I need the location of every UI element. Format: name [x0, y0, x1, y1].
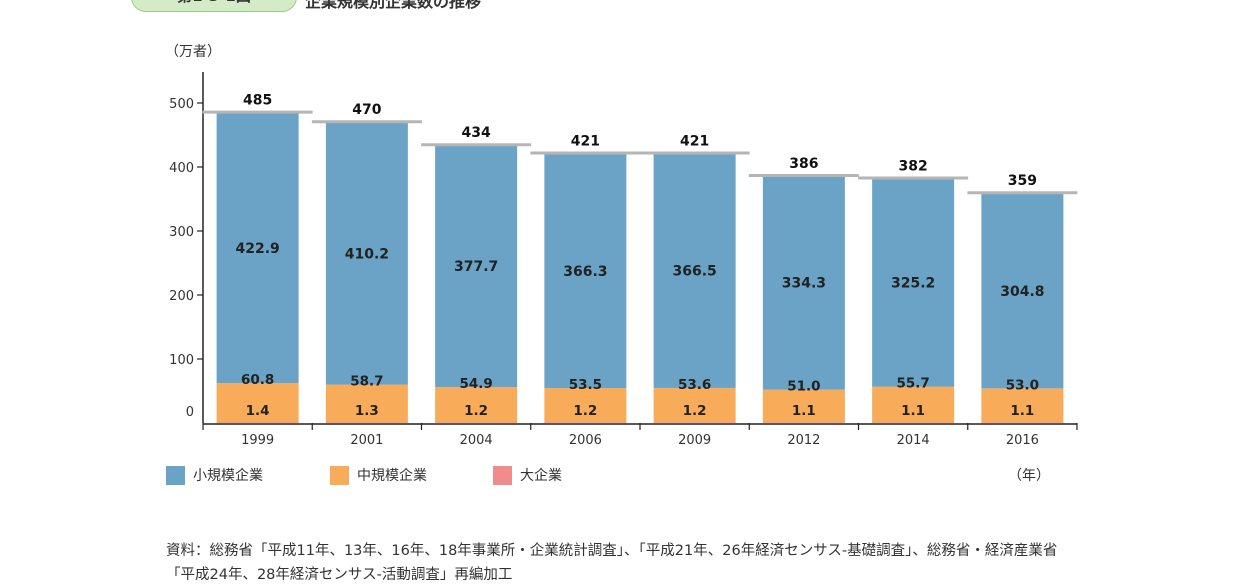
data-label-large: 1.3 [355, 403, 379, 419]
total-label: 470 [352, 102, 381, 118]
x-tick-label: 2009 [678, 433, 711, 448]
y-tick-label: 200 [169, 289, 194, 304]
y-axis-unit: （万者） [165, 44, 221, 60]
bar-segment-small [435, 145, 518, 388]
x-tick-label: 1999 [241, 433, 274, 448]
bar-segment-medium [872, 386, 955, 423]
bar-segment-medium [981, 388, 1064, 423]
data-label-small: 334.3 [782, 276, 826, 292]
data-label-small: 325.2 [891, 276, 935, 292]
bar-segment-small [872, 178, 955, 387]
data-label-small: 377.7 [454, 259, 498, 275]
bar-segment-large [544, 422, 627, 423]
x-tick-label: 2006 [569, 433, 602, 448]
x-tick-label: 2014 [897, 433, 930, 448]
y-tick-label: 100 [169, 353, 194, 368]
y-tick-label: 500 [169, 97, 194, 112]
data-label-small: 304.8 [1000, 284, 1044, 300]
data-label-large: 1.1 [1010, 403, 1034, 419]
bar-segment-medium [325, 384, 408, 423]
data-label-large: 1.4 [246, 403, 270, 419]
legend-item-large: 大企業 [493, 465, 562, 485]
bar-segment-large [325, 422, 408, 423]
data-label-medium: 53.5 [569, 377, 602, 393]
data-label-medium: 55.7 [896, 376, 929, 392]
bar-segment-large [653, 422, 736, 423]
bar-segment-small [762, 175, 845, 390]
total-label: 386 [789, 156, 818, 172]
data-label-medium: 51.0 [787, 379, 820, 395]
bar-segment-small [981, 193, 1064, 389]
y-tick-label: 300 [169, 225, 194, 240]
y-tick-label: 0 [186, 405, 194, 420]
total-label: 359 [1008, 173, 1037, 189]
bar-segment-large [435, 422, 518, 423]
bar-segment-small [325, 122, 408, 385]
legend-swatch-large [493, 465, 512, 485]
bar-segment-large [216, 422, 299, 423]
data-label-medium: 53.6 [678, 377, 711, 393]
data-label-large: 1.2 [464, 403, 488, 419]
total-label: 421 [680, 134, 709, 150]
bar-segment-large [981, 422, 1064, 423]
total-label: 421 [571, 134, 600, 150]
bar-segment-large [872, 422, 955, 423]
bar-segment-large [762, 422, 845, 423]
x-tick-label: 2012 [787, 433, 820, 448]
data-label-small: 410.2 [345, 246, 389, 262]
x-axis-unit: （年） [1008, 468, 1050, 484]
data-label-small: 366.3 [563, 264, 607, 280]
data-label-large: 1.1 [792, 403, 816, 419]
bar-segment-small [653, 153, 736, 388]
bar-segment-small [216, 112, 299, 384]
total-label: 434 [462, 125, 491, 141]
legend-label-large: 大企業 [520, 468, 562, 484]
data-label-medium: 58.7 [350, 374, 383, 390]
legend-swatch-medium [330, 465, 349, 485]
bar-segment-small [544, 153, 627, 388]
figure-title: 企業規模別企業数の推移 [305, 0, 482, 11]
bar-segment-medium [216, 383, 299, 423]
legend-item-small: 小規模企業 [166, 465, 263, 485]
bar-segment-medium [762, 389, 845, 423]
bar-segment-medium [435, 387, 518, 423]
data-label-small: 422.9 [235, 241, 279, 257]
x-tick-label: 2016 [1006, 433, 1039, 448]
legend-swatch-small [166, 465, 185, 485]
legend-label-medium: 中規模企業 [357, 468, 427, 484]
source-note: 資料：総務省「平成11年、13年、16年、18年事業所・企業統計調査」、「平成2… [166, 543, 1058, 583]
x-tick-label: 2004 [460, 433, 493, 448]
data-label-medium: 54.9 [459, 376, 492, 392]
data-label-large: 1.2 [683, 403, 707, 419]
legend-item-medium: 中規模企業 [330, 465, 427, 485]
bar-segment-medium [544, 387, 627, 423]
legend-label-small: 小規模企業 [193, 468, 263, 484]
total-label: 382 [899, 159, 928, 175]
data-label-large: 1.1 [901, 403, 925, 419]
stacked-bar-chart: （万者） 0 100 200 300 400 500 485 1.4 60.8 422.9 1999 4… [165, 44, 1078, 448]
data-label-medium: 53.0 [1006, 377, 1039, 393]
data-label-small: 366.5 [672, 264, 716, 280]
data-label-medium: 60.8 [241, 372, 274, 388]
data-label-large: 1.2 [573, 403, 597, 419]
y-tick-label: 400 [169, 161, 194, 176]
bar-segment-medium [653, 387, 736, 423]
x-tick-label: 2001 [350, 433, 383, 448]
total-label: 485 [243, 93, 272, 109]
